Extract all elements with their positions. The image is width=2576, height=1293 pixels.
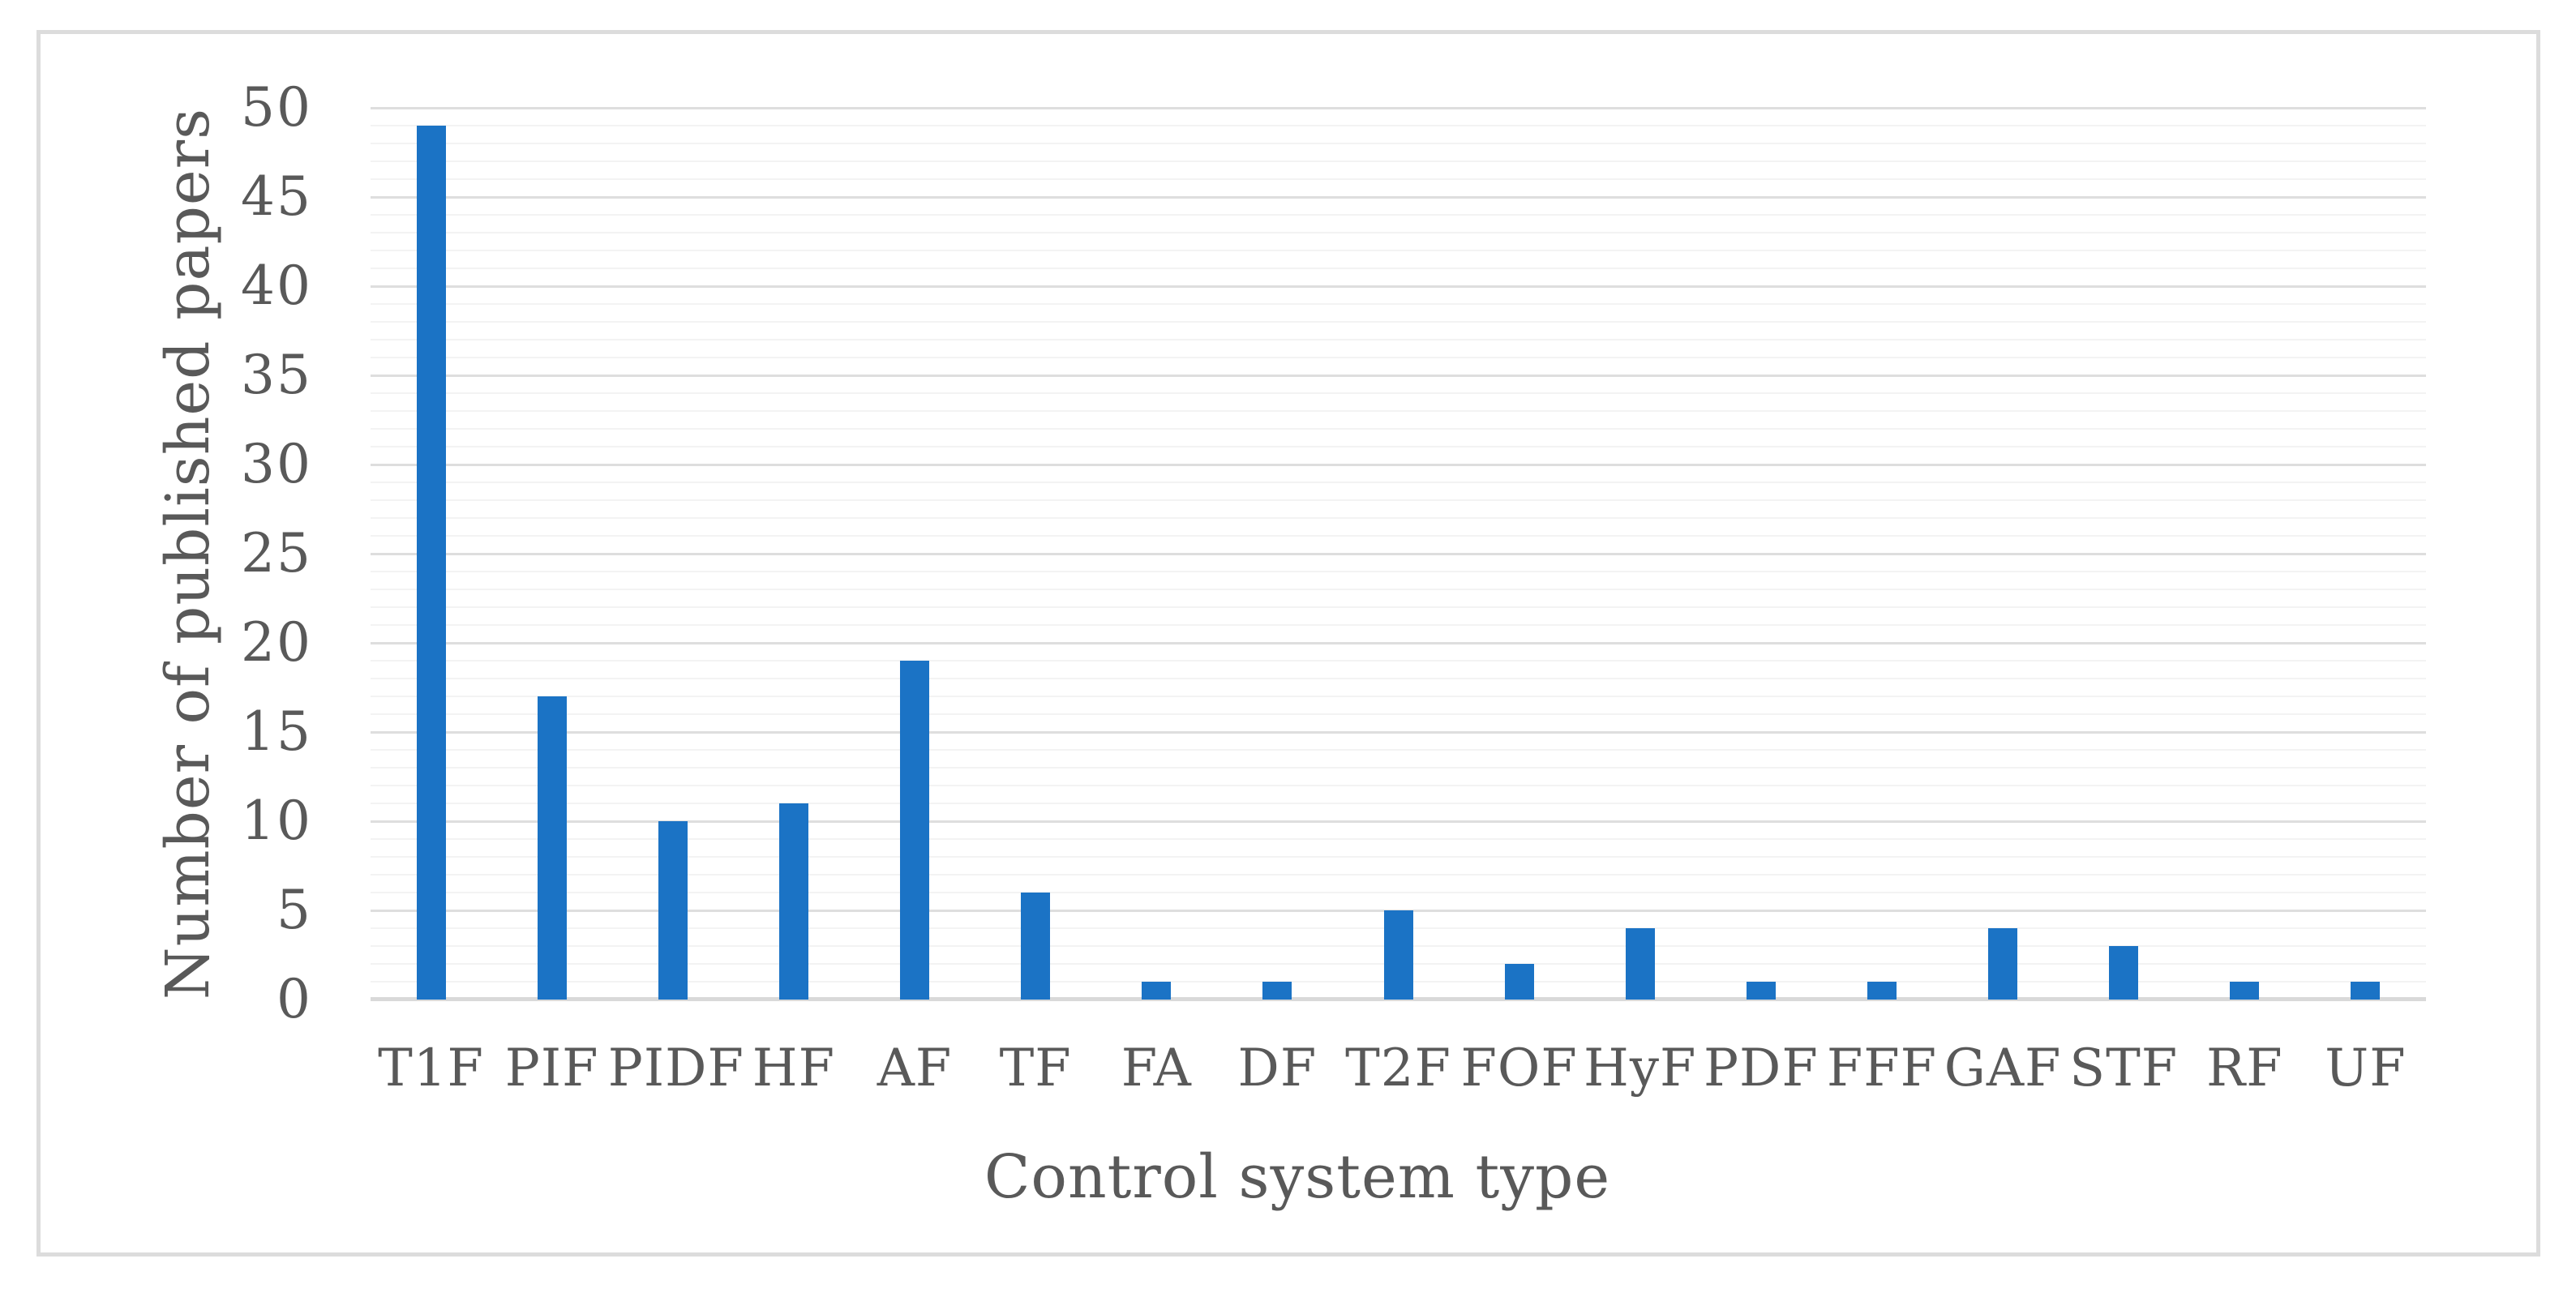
- x-tick-label-TF: TF: [999, 1038, 1072, 1098]
- bar-TF: [1021, 893, 1051, 1000]
- x-axis-title: Control system type: [984, 1142, 1611, 1212]
- bar-STF: [2109, 946, 2139, 1000]
- gridline-22: [371, 606, 2426, 608]
- bar-FOF: [1504, 964, 1534, 1000]
- gridline-43: [371, 232, 2426, 233]
- y-tick-label-30: 30: [241, 433, 312, 495]
- gridline-24: [371, 571, 2426, 572]
- gridline-36: [371, 357, 2426, 358]
- x-tick-label-UF: UF: [2325, 1038, 2407, 1098]
- x-tick-label-HF: HF: [752, 1038, 836, 1098]
- gridline-34: [371, 392, 2426, 394]
- gridline-41: [371, 268, 2426, 269]
- y-tick-label-50: 50: [241, 76, 312, 139]
- x-tick-label-T1F: T1F: [378, 1038, 484, 1098]
- y-tick-label-40: 40: [241, 255, 312, 317]
- gridline-35: [371, 374, 2426, 377]
- y-tick-label-5: 5: [276, 879, 312, 941]
- x-tick-label-FOF: FOF: [1460, 1038, 1578, 1098]
- gridline-27: [371, 517, 2426, 519]
- plot-area: [371, 106, 2426, 1001]
- x-tick-label-AF: AF: [877, 1038, 953, 1098]
- gridline-21: [371, 624, 2426, 626]
- y-tick-label-0: 0: [276, 968, 312, 1030]
- bar-AF: [900, 661, 930, 1000]
- gridline-37: [371, 339, 2426, 340]
- bar-HyF: [1625, 928, 1655, 1000]
- gridline-31: [371, 446, 2426, 447]
- gridline-11: [371, 803, 2426, 804]
- gridline-45: [371, 195, 2426, 199]
- gridline-32: [371, 428, 2426, 430]
- gridline-16: [371, 713, 2426, 715]
- bar-PDF: [1746, 982, 1776, 1000]
- gridline-19: [371, 660, 2426, 661]
- bar-PIF: [537, 696, 567, 1000]
- bar-GAF: [1988, 928, 2018, 1000]
- bar-PIDF: [658, 821, 688, 1000]
- bar-FFF: [1867, 982, 1897, 1000]
- gridline-46: [371, 178, 2426, 180]
- gridline-20: [371, 641, 2426, 644]
- gridline-15: [371, 730, 2426, 734]
- bar-UF: [2351, 982, 2381, 1000]
- bar-T1F: [416, 126, 446, 1000]
- x-tick-label-STF: STF: [2069, 1038, 2179, 1098]
- gridline-12: [371, 785, 2426, 786]
- gridline-17: [371, 696, 2426, 697]
- bar-FA: [1142, 982, 1172, 1000]
- gridline-44: [371, 214, 2426, 216]
- gridline-18: [371, 678, 2426, 679]
- gridline-49: [371, 125, 2426, 126]
- gridline-39: [371, 303, 2426, 305]
- gridline-42: [371, 250, 2426, 251]
- gridline-25: [371, 552, 2426, 555]
- bar-RF: [2230, 982, 2260, 1000]
- gridline-28: [371, 499, 2426, 501]
- x-tick-label-PDF: PDF: [1703, 1038, 1819, 1098]
- gridline-13: [371, 767, 2426, 769]
- gridline-47: [371, 161, 2426, 162]
- gridline-14: [371, 749, 2426, 751]
- x-tick-label-HyF: HyF: [1584, 1038, 1697, 1098]
- x-tick-label-DF: DF: [1237, 1038, 1318, 1098]
- bar-DF: [1262, 982, 1292, 1000]
- gridline-23: [371, 589, 2426, 590]
- y-tick-label-35: 35: [241, 344, 312, 406]
- y-tick-label-25: 25: [241, 522, 312, 584]
- y-tick-label-20: 20: [241, 611, 312, 674]
- bar-HF: [778, 803, 808, 1000]
- x-tick-label-T2F: T2F: [1345, 1038, 1451, 1098]
- gridline-38: [371, 321, 2426, 323]
- gridline-48: [371, 143, 2426, 144]
- gridline-29: [371, 482, 2426, 483]
- x-tick-label-RF: RF: [2206, 1038, 2283, 1098]
- x-tick-label-PIDF: PIDF: [607, 1038, 744, 1098]
- gridline-40: [371, 285, 2426, 288]
- bar-T2F: [1383, 910, 1413, 1000]
- y-tick-label-45: 45: [241, 165, 312, 228]
- x-tick-label-GAF: GAF: [1944, 1038, 2062, 1098]
- gridline-26: [371, 535, 2426, 537]
- y-tick-label-10: 10: [241, 790, 312, 852]
- y-tick-label-15: 15: [241, 700, 312, 763]
- gridline-33: [371, 410, 2426, 412]
- x-tick-label-FFF: FFF: [1826, 1038, 1938, 1098]
- x-tick-label-FA: FA: [1121, 1038, 1192, 1098]
- x-tick-label-PIF: PIF: [504, 1038, 599, 1098]
- gridline-30: [371, 463, 2426, 466]
